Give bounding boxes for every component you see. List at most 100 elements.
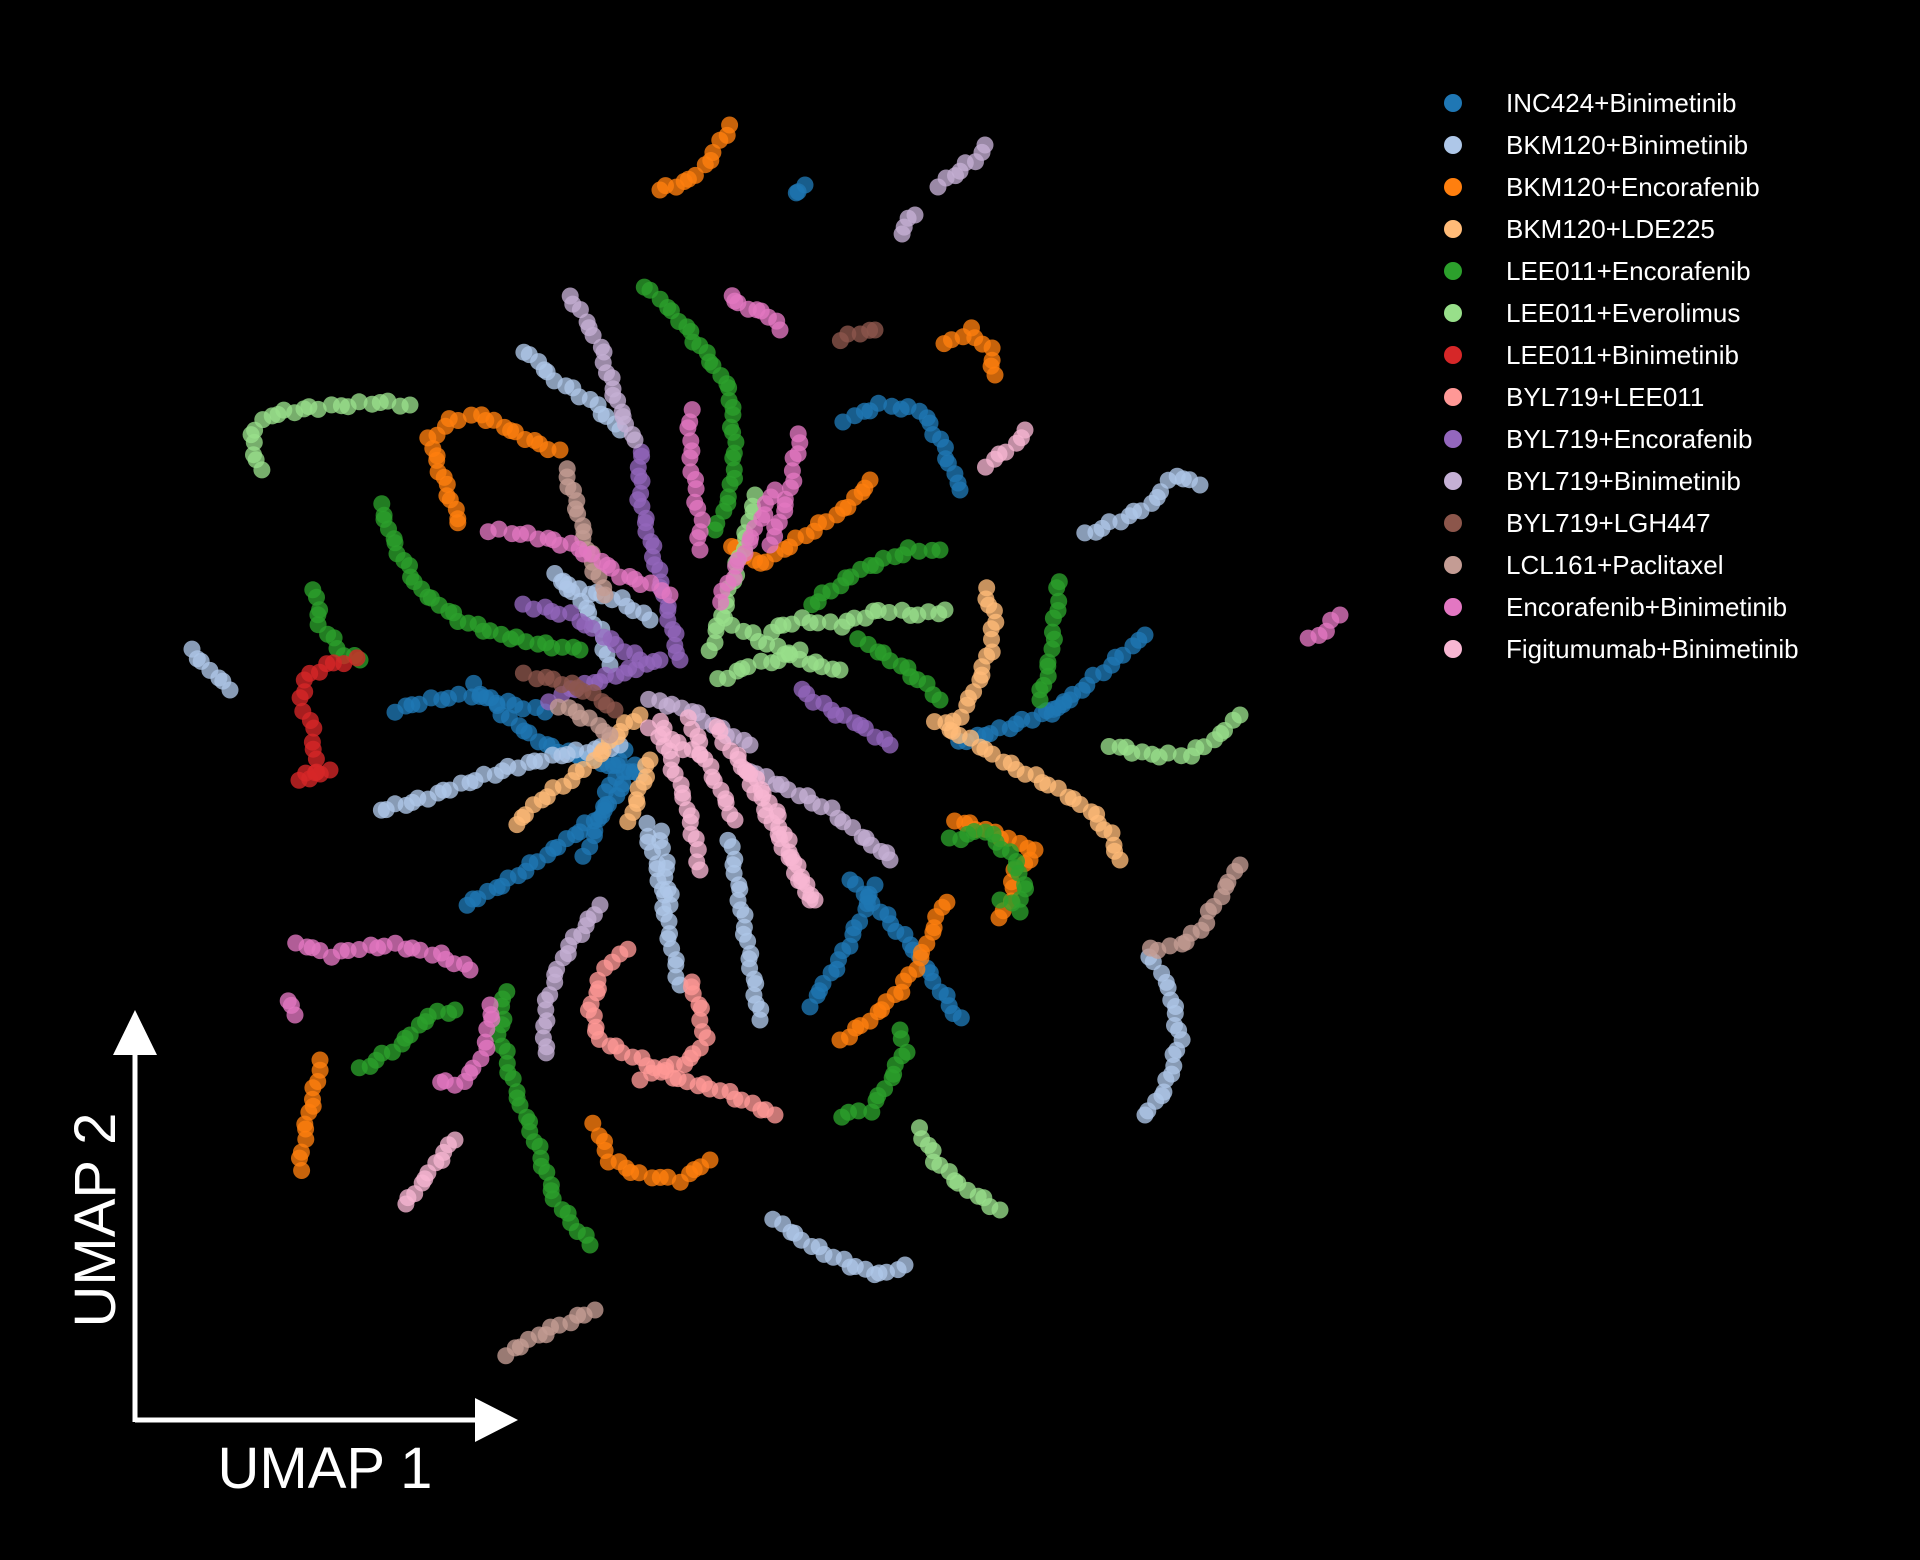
scatter-point [771,321,789,339]
scatter-point [796,176,814,194]
scatter-point [446,1131,464,1149]
scatter-point [696,156,714,174]
scatter-point [806,891,824,909]
series-10-points [514,321,884,719]
scatter-point [791,641,809,659]
legend-label: BKM120+Binimetinib [1506,130,1748,160]
scatter-point [741,736,759,754]
scatter-point [476,1033,494,1051]
scatter-point [597,796,615,814]
legend-marker [1444,304,1462,322]
scatter-point [551,441,569,459]
scatter-point [861,471,879,489]
scatter-point [1191,476,1209,494]
scatter-point [596,586,614,604]
scatter-point [653,839,671,857]
series-6-points [290,649,366,789]
scatter-point [1021,851,1039,869]
series-5-points [242,392,1249,1219]
legend-marker [1444,178,1462,196]
series-12-points [279,287,1349,1094]
scatter-point [607,769,625,787]
scatter-point [461,961,479,979]
x-axis-arrowhead [475,1398,518,1442]
legend-marker [1444,220,1462,238]
scatter-point [630,1164,648,1182]
scatter-point [446,1001,464,1019]
scatter-point [671,651,689,669]
scatter-point [626,431,644,449]
legend-label: Encorafenib+Binimetinib [1506,592,1787,622]
legend-label: LCL161+Paclitaxel [1506,550,1724,580]
scatter-point [1231,856,1249,874]
scatter-point [720,379,738,397]
scatter-point [571,301,589,319]
scatter-point [514,664,532,682]
scatter-point [881,851,899,869]
scatter-point [641,611,659,629]
scatter-point [691,861,709,879]
scatter-point [661,896,679,914]
scatter-point [1016,421,1034,439]
scatter-point [906,206,924,224]
scatter-point [850,1102,868,1120]
scatter-point [691,541,709,559]
scatter-point [514,700,532,718]
scatter-point [245,446,262,464]
scatter-point [221,681,239,699]
scatter-point [976,136,994,154]
scatter-point [1111,851,1129,869]
scatter-point [766,1106,784,1124]
scatter-points [183,116,1349,1365]
scatter-point [321,761,339,779]
scatter-point [401,396,419,414]
scatter-point [631,706,649,724]
legend-marker [1444,598,1462,616]
scatter-point [951,481,969,499]
scatter-point [991,1201,1009,1219]
scatter-point [1159,744,1177,762]
scatter-point [736,906,754,924]
legend-label: BYL719+Binimetinib [1506,466,1741,496]
scatter-point [504,1070,522,1088]
legend-label: Figitumumab+Binimetinib [1506,634,1799,664]
legend-marker [1444,556,1462,574]
scatter-point [679,419,697,437]
scatter-point [450,685,468,703]
scatter-point [931,541,949,559]
legend-marker [1444,136,1462,154]
scatter-point [307,750,325,768]
series-3-points [508,579,1129,869]
scatter-point [866,321,884,339]
legend-label: LEE011+Everolimus [1506,298,1740,328]
scatter-point [687,480,705,498]
legend-marker [1444,388,1462,406]
scatter-point [650,728,668,746]
scatter-point [1044,609,1062,627]
scatter-point [490,520,508,538]
scatter-point [870,394,887,412]
series-11-points [497,460,1249,1365]
x-axis-label: UMAP 1 [218,1436,433,1501]
scatter-point [751,1011,769,1029]
scatter-point [898,1043,916,1061]
scatter-point [936,601,954,619]
legend-label: BKM120+Encorafenib [1506,172,1760,202]
scatter-point [841,871,859,889]
legend-label: INC424+Binimetinib [1506,88,1737,118]
scatter-point [305,719,323,737]
scatter-point [631,1071,649,1089]
scatter-point [641,751,659,769]
scatter-point [1031,691,1049,709]
scatter-point [292,1143,310,1161]
scatter-point [809,614,827,632]
series-2-points [291,116,1044,1191]
scatter-point [986,366,1004,384]
scatter-point [931,691,949,709]
scatter-point [880,604,898,621]
scatter-point [581,1236,599,1254]
scatter-point [1048,579,1066,597]
scatter-point [1136,626,1154,644]
legend-label: BYL719+Encorafenib [1506,424,1752,454]
legend-label: BYL719+LGH447 [1506,508,1711,538]
